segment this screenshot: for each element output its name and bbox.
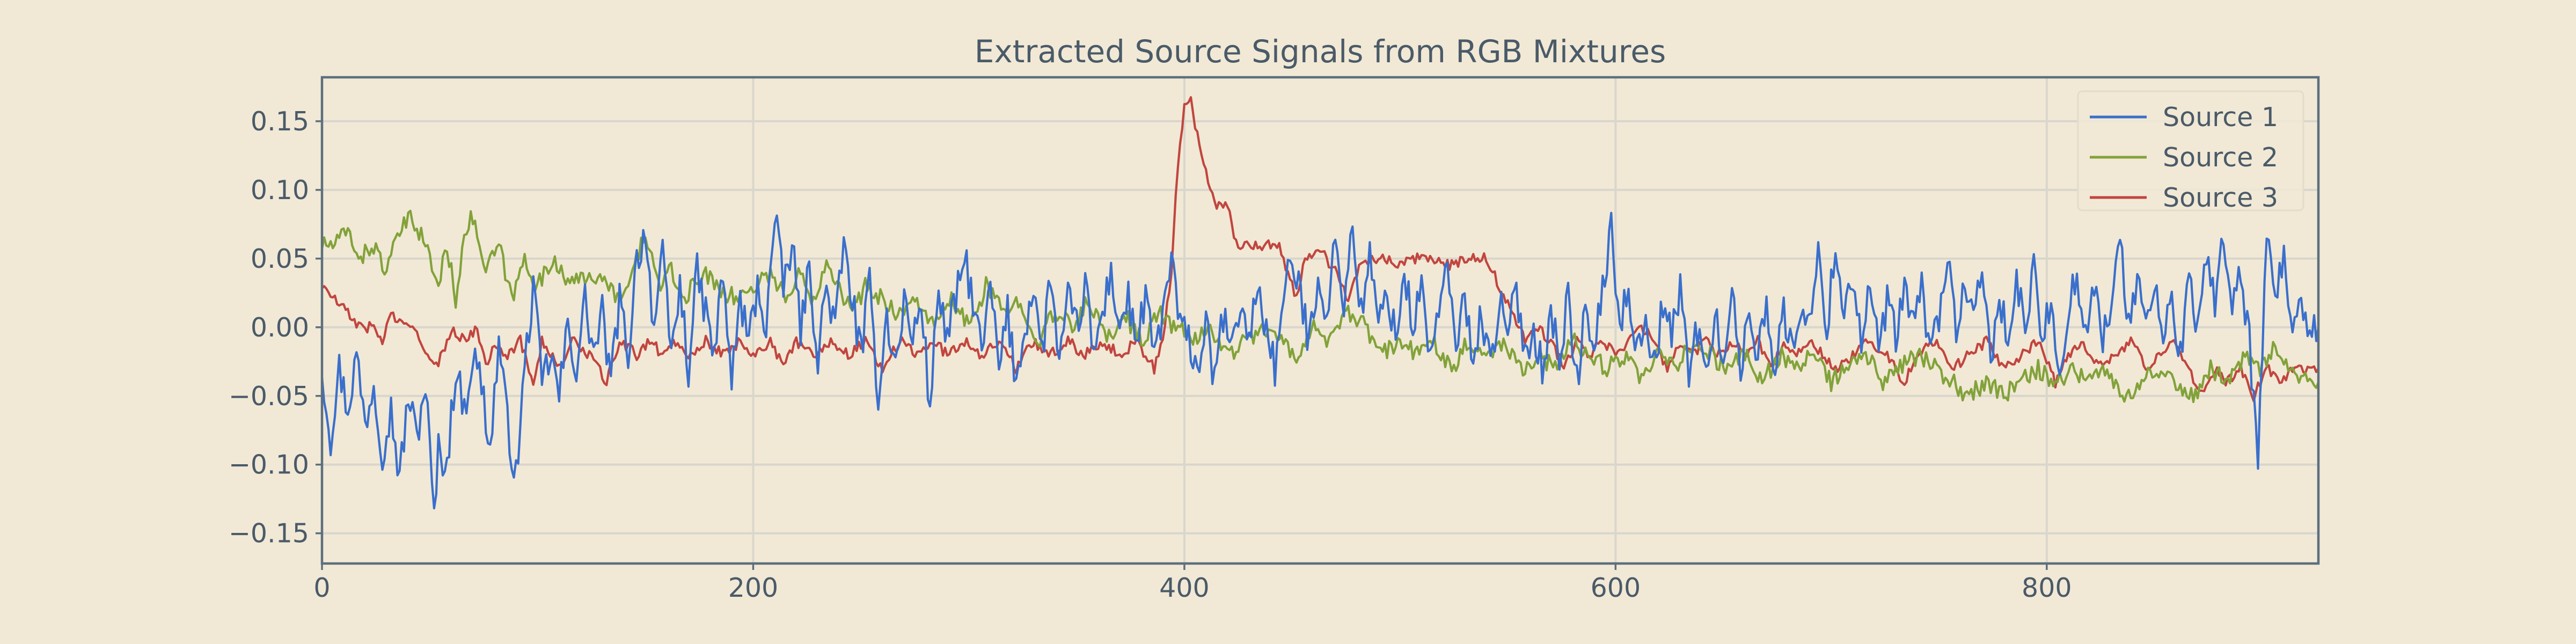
- legend-label-2: Source 2: [2163, 142, 2278, 173]
- series-line-3: [322, 96, 2318, 402]
- y-tick-label: 0.05: [251, 244, 309, 274]
- legend-label-1: Source 1: [2163, 102, 2278, 133]
- plot-frame: [320, 76, 2320, 565]
- plot-area: [322, 96, 2318, 510]
- y-tick-label: −0.05: [229, 381, 309, 412]
- x-tick-label: 0: [313, 573, 330, 603]
- y-tick-label: 0.00: [251, 312, 309, 343]
- chart-title: Extracted Source Signals from RGB Mixtur…: [975, 33, 1666, 70]
- y-tick-label: −0.10: [229, 450, 309, 480]
- legend-box: [2077, 90, 2304, 211]
- legend-label-3: Source 3: [2163, 182, 2278, 213]
- x-tick-label: 600: [1591, 573, 1641, 603]
- y-tick-label: 0.10: [251, 175, 309, 206]
- x-tick-label: 800: [2022, 573, 2072, 603]
- x-tick-label: 400: [1159, 573, 1210, 603]
- y-tick-label: 0.15: [251, 106, 309, 137]
- y-tick-label: −0.15: [229, 518, 309, 549]
- legend: Source 1 Source 2 Source 3: [2077, 90, 2304, 213]
- x-tick-label: 200: [728, 573, 779, 603]
- series-line-1: [322, 211, 2318, 510]
- series-line-2: [322, 209, 2318, 404]
- axes: 0 200 400 600 800 −0.15 −0.10 −0.05 0.00 0.05 0.10…: [229, 106, 2072, 603]
- grid: [321, 77, 2318, 564]
